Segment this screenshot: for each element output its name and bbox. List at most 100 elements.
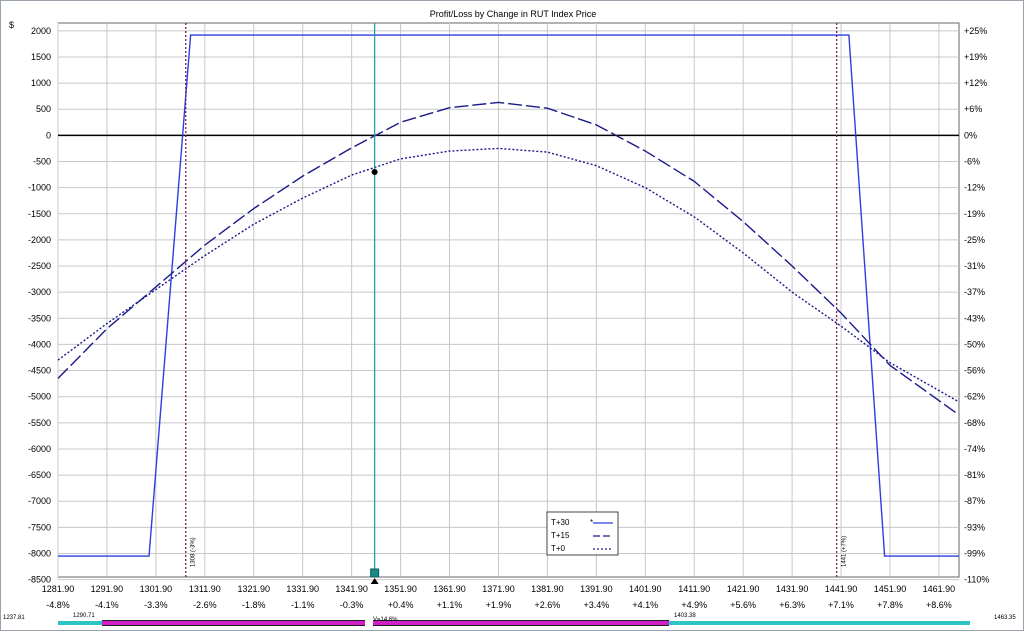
x-tick-price-label: 1371.90 [482, 584, 515, 594]
x-tick-percent-label: +6.3% [779, 600, 805, 610]
x-tick-percent-label: -4.1% [95, 600, 119, 610]
y-tick-dollar-label: -5000 [28, 392, 51, 402]
y-tick-dollar-label: -7500 [28, 522, 51, 532]
y-tick-dollar-label: -3000 [28, 287, 51, 297]
breakeven-label: 1441 (+7%) [842, 536, 848, 567]
x-tick-price-label: 1461.90 [923, 584, 956, 594]
y-tick-percent-label: -110% [964, 575, 989, 585]
y-tick-dollar-label: -6500 [28, 470, 51, 480]
y-tick-percent-label: -93% [964, 522, 985, 532]
x-tick-percent-label: -3.3% [144, 600, 168, 610]
x-tick-percent-label: -1.1% [291, 600, 315, 610]
y-tick-dollar-label: -7000 [28, 496, 51, 506]
x-tick-price-label: 1311.90 [189, 584, 221, 594]
y-tick-percent-label: 0% [964, 130, 977, 140]
x-tick-percent-label: +7.1% [828, 600, 854, 610]
x-tick-percent-label: +1.9% [486, 600, 512, 610]
x-tick-price-label: 1391.90 [580, 584, 613, 594]
x-tick-price-label: 1361.90 [433, 584, 466, 594]
y-tick-percent-label: +19% [964, 52, 987, 62]
y-tick-percent-label: -19% [964, 209, 985, 219]
scrollbar-left-inner-label: 1290.71 [73, 613, 95, 619]
y-tick-percent-label: -50% [964, 339, 985, 349]
y-tick-percent-label: +12% [964, 78, 987, 88]
grid [57, 22, 960, 581]
scrollbar-inner-range[interactable] [102, 620, 669, 626]
x-tick-price-label: 1401.90 [629, 584, 662, 594]
series-line-t0 [57, 147, 960, 403]
x-tick-percent-label: +4.1% [632, 600, 658, 610]
x-tick-price-label: 1451.90 [874, 584, 907, 594]
y-tick-percent-label: -25% [964, 235, 985, 245]
x-tick-percent-label: +4.9% [681, 600, 707, 610]
y-tick-dollar-label: 2000 [31, 26, 51, 36]
x-tick-percent-label: -1.8% [242, 600, 266, 610]
y-tick-dollar-label: -8000 [28, 548, 51, 558]
x-tick-percent-label: +5.6% [730, 600, 756, 610]
legend-label-t0: T+0 [551, 544, 566, 553]
price-range-scrollbar[interactable]: 1237.81 1290.71 V=14.6% 1403.38 1463.35 [1, 612, 1024, 632]
x-tick-price-label: 1321.90 [237, 584, 270, 594]
y-tick-dollar-label: -1000 [28, 183, 51, 193]
scrollbar-center-label: V=14.6% [373, 617, 398, 623]
y-tick-dollar-label: -2500 [28, 261, 51, 271]
y-tick-percent-label: -74% [964, 444, 985, 454]
x-tick-price-label: 1331.90 [286, 584, 319, 594]
x-tick-price-label: 1421.90 [727, 584, 760, 594]
current-price-arrow [370, 578, 379, 584]
y-tick-percent-label: -37% [964, 287, 985, 297]
y-tick-dollar-label: -5500 [28, 418, 51, 428]
current-price-marker [370, 568, 380, 578]
chart-title: Profit/Loss by Change in RUT Index Price [430, 9, 596, 19]
y-tick-percent-label: +25% [964, 26, 987, 36]
y-tick-dollar-label: -4500 [28, 366, 51, 376]
y-tick-dollar-label: -2000 [28, 235, 51, 245]
y-tick-percent-label: -68% [964, 418, 985, 428]
x-tick-percent-label: +0.4% [388, 600, 414, 610]
x-tick-price-label: 1441.90 [825, 584, 858, 594]
y-tick-dollar-label: -500 [33, 157, 51, 167]
x-tick-price-label: 1381.90 [531, 584, 564, 594]
series-line-t15 [57, 101, 960, 416]
scrollbar-right-label: 1463.35 [994, 615, 1016, 621]
y-axis-unit-label: $ [9, 20, 14, 30]
x-tick-price-label: 1341.90 [335, 584, 368, 594]
annotations: 1308 (-3%) 1441 (+7%) [185, 23, 848, 584]
series [57, 34, 960, 557]
y-tick-percent-label: -62% [964, 392, 985, 402]
current-value-dot [371, 168, 378, 175]
y-tick-percent-label: -81% [964, 470, 985, 480]
scrollbar-volatility-marker[interactable] [365, 618, 373, 626]
y-tick-dollar-label: -8500 [28, 575, 51, 585]
x-tick-percent-label: +1.1% [437, 600, 463, 610]
x-tick-price-label: 1291.90 [91, 584, 124, 594]
x-tick-percent-label: -0.3% [340, 600, 364, 610]
x-tick-price-label: 1431.90 [776, 584, 809, 594]
x-tick-percent-label: +3.4% [583, 600, 609, 610]
axes: 1281.90 -4.8% 1291.90 -4.1% 1301.90 -3.3% 1311… [28, 26, 989, 610]
y-tick-dollar-label: -6000 [28, 444, 51, 454]
y-tick-dollar-label: 0 [46, 130, 51, 140]
legend-marker-asterisk: * [590, 518, 593, 527]
series-line-t30 [58, 34, 959, 557]
y-tick-percent-label: -31% [964, 261, 985, 271]
plot-area [57, 22, 960, 578]
scrollbar-left-label: 1237.81 [3, 615, 25, 621]
x-tick-price-label: 1411.90 [678, 584, 710, 594]
y-tick-percent-label: -87% [964, 496, 985, 506]
x-tick-percent-label: -4.8% [46, 600, 70, 610]
y-tick-percent-label: -6% [964, 157, 980, 167]
y-tick-dollar-label: 1000 [31, 78, 51, 88]
scrollbar-right-inner-label: 1403.38 [674, 613, 696, 619]
y-tick-dollar-label: -3500 [28, 313, 51, 323]
legend-label-t30: T+30 [551, 518, 570, 527]
y-tick-percent-label: -12% [964, 183, 985, 193]
y-tick-percent-label: +6% [964, 104, 982, 114]
legend: T+30 T+15 T+0 * [546, 511, 619, 556]
y-tick-dollar-label: 1500 [31, 52, 51, 62]
x-tick-percent-label: +7.8% [877, 600, 903, 610]
y-tick-dollar-label: -4000 [28, 339, 51, 349]
x-tick-price-label: 1351.90 [384, 584, 417, 594]
x-tick-price-label: 1281.90 [42, 584, 75, 594]
